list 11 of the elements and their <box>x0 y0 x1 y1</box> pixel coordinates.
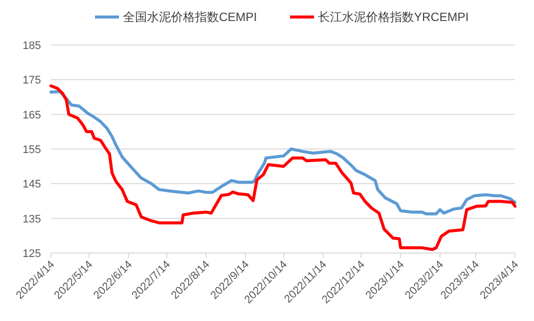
y-tick-label: 125 <box>22 248 41 260</box>
y-tick-label: 135 <box>22 213 41 226</box>
line-series <box>50 84 516 252</box>
legend-label: 长江水泥价格指数YRCEMPI <box>318 10 469 24</box>
y-tick-label: 155 <box>22 144 41 156</box>
line-series <box>50 90 516 216</box>
legend-label: 全国水泥价格指数CEMPI <box>123 10 258 24</box>
y-tick-label: 185 <box>22 40 41 52</box>
y-tick-label: 145 <box>22 178 41 191</box>
y-tick-label: 165 <box>22 109 41 122</box>
y-tick-label: 175 <box>22 74 41 87</box>
